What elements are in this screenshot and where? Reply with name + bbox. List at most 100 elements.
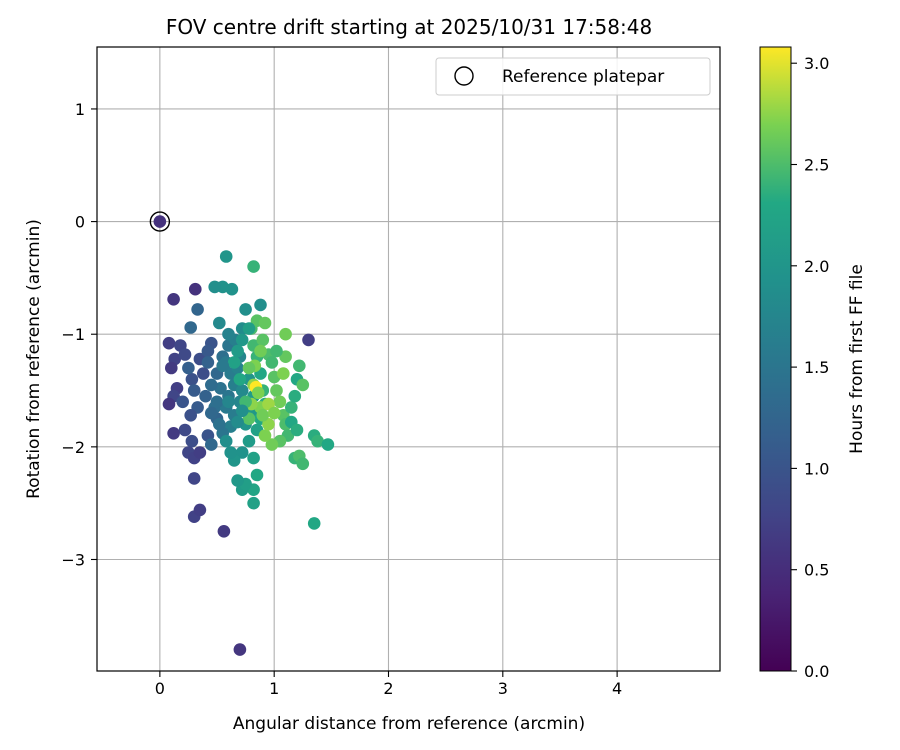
y-axis-ticks: 1 0 −1 −2 −3: [61, 100, 97, 569]
colorbar-tick-label: 1.5: [804, 358, 829, 377]
data-point: [178, 423, 192, 437]
data-point: [256, 333, 270, 347]
data-point: [235, 384, 249, 397]
data-point: [162, 336, 176, 350]
data-point: [222, 327, 235, 341]
reference-platepar-marker: [149, 211, 171, 232]
reference-point: [153, 215, 167, 228]
data-point: [231, 474, 244, 487]
y-tick-label: −2: [61, 438, 85, 457]
colorbar-tick-label: 1.0: [804, 459, 829, 478]
colorbar-tick-label: 3.0: [804, 54, 829, 73]
data-point: [189, 282, 202, 296]
chart-title: FOV centre drift starting at 2025/10/31 …: [166, 15, 652, 39]
colorbar-tick-label: 2.0: [804, 257, 829, 276]
data-point: [279, 327, 292, 341]
data-point: [176, 395, 189, 409]
data-point: [270, 384, 283, 397]
data-point: [235, 333, 249, 347]
data-point: [258, 429, 272, 442]
data-point: [265, 438, 279, 451]
data-point: [262, 418, 275, 431]
y-tick-label: −3: [61, 550, 85, 569]
data-point: [184, 321, 197, 334]
data-point: [167, 427, 180, 440]
data-point: [191, 303, 204, 316]
legend-marker: [454, 66, 474, 86]
y-axis-label: Rotation from reference (arcmin): [24, 219, 44, 499]
data-point: [231, 415, 244, 429]
y-tick-label: −1: [61, 325, 85, 344]
data-point: [201, 344, 215, 358]
data-point: [247, 260, 260, 273]
data-point: [219, 434, 233, 448]
x-tick-label: 2: [383, 679, 393, 698]
data-point: [296, 378, 310, 392]
data-point: [213, 418, 226, 431]
data-point: [233, 373, 247, 386]
x-tick-label: 1: [269, 679, 279, 698]
data-point: [193, 446, 207, 459]
data-point: [193, 503, 207, 517]
data-point: [277, 367, 290, 380]
plot-frame: [96, 46, 721, 672]
legend-label: Reference platepar: [502, 67, 664, 87]
data-point: [208, 280, 221, 294]
data-point: [197, 367, 210, 380]
data-point: [165, 361, 178, 375]
data-point: [267, 406, 281, 420]
legend: Reference platepar: [435, 57, 711, 96]
data-point: [251, 386, 265, 400]
data-point: [250, 468, 264, 482]
x-axis-ticks: 0 1 2 3 4: [155, 671, 622, 698]
data-point: [235, 446, 249, 459]
data-point: [182, 361, 195, 375]
data-point: [273, 395, 287, 409]
data-point: [205, 378, 218, 392]
data-point: [216, 359, 229, 373]
data-point: [258, 316, 272, 330]
data-point: [205, 406, 218, 420]
y-tick-label: 0: [75, 213, 85, 232]
data-point: [242, 322, 256, 335]
data-point: [307, 517, 321, 530]
data-point: [178, 348, 192, 361]
data-point: [290, 423, 304, 437]
colorbar-ticks: 0.0 0.5 1.0 1.5 2.0 2.5 3.0: [791, 54, 829, 681]
data-point: [217, 525, 231, 538]
data-point: [235, 404, 249, 418]
y-tick-label: 1: [75, 100, 85, 119]
data-point: [224, 446, 237, 459]
data-point: [167, 293, 180, 306]
data-point: [162, 397, 176, 411]
colorbar-tick-label: 0.5: [804, 561, 829, 580]
colorbar-tick-label: 2.5: [804, 156, 829, 175]
data-point: [247, 451, 260, 465]
data-point: [213, 316, 226, 330]
data-point: [227, 356, 241, 369]
data-point: [233, 643, 247, 656]
data-point: [219, 250, 233, 263]
x-axis-label: Angular distance from reference (arcmin): [233, 714, 585, 734]
data-point: [256, 409, 270, 422]
data-point: [288, 389, 302, 403]
data-point: [311, 434, 324, 448]
data-point: [254, 344, 267, 358]
data-point: [262, 397, 275, 411]
x-tick-label: 0: [155, 679, 165, 698]
data-point: [296, 457, 310, 471]
data-point: [239, 303, 252, 316]
data-point: [222, 395, 235, 409]
data-point: [185, 434, 199, 448]
data-point: [201, 356, 215, 369]
data-point: [247, 496, 260, 510]
data-point: [265, 356, 279, 369]
grid-lines: [97, 47, 720, 671]
colorbar: 0.0 0.5 1.0 1.5 2.0 2.5 3.0 Hours from first F…: [759, 46, 867, 681]
colorbar-label: Hours from first FF file: [847, 264, 867, 454]
colorbar-tick-label: 0.0: [804, 662, 829, 681]
data-point: [254, 298, 267, 312]
colorbar-gradient: [759, 46, 792, 672]
data-point: [184, 409, 197, 422]
data-point: [231, 344, 244, 358]
